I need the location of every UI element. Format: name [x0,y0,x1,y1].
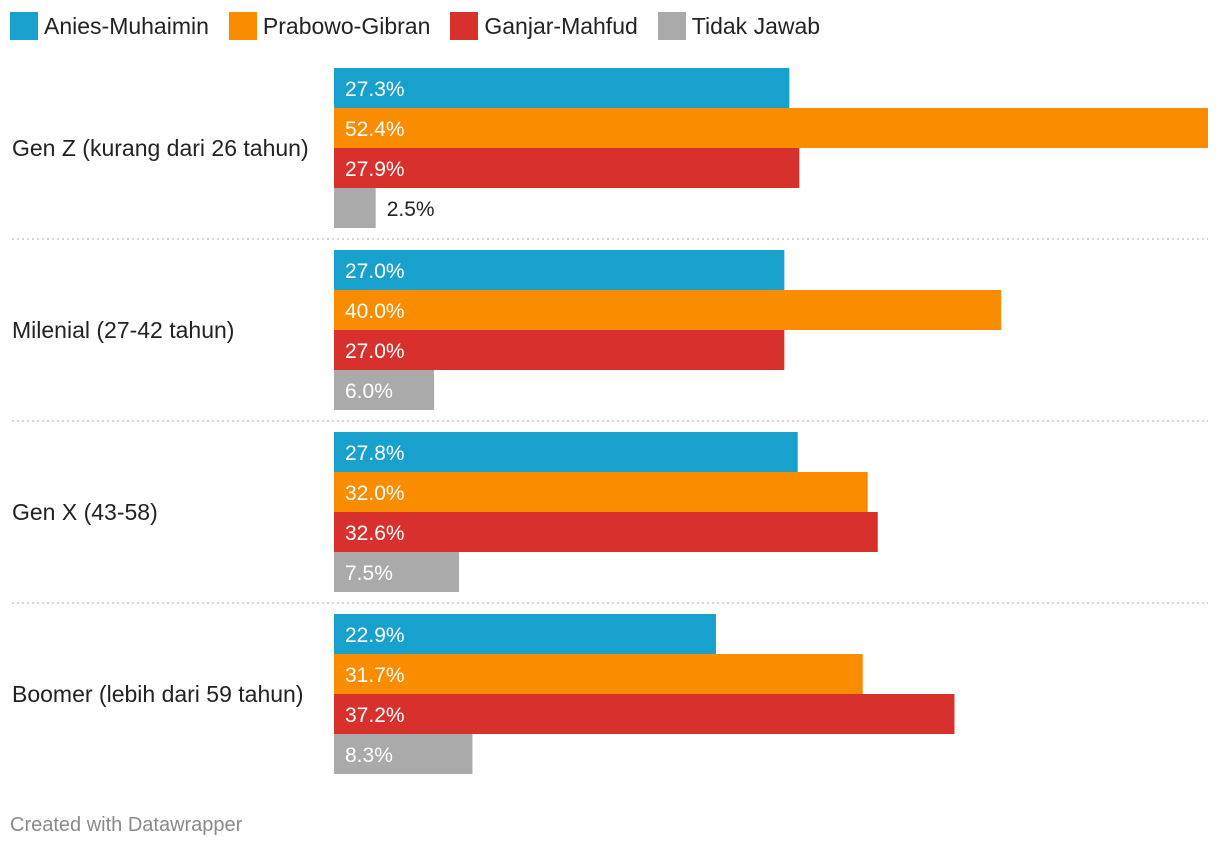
data-label: 7.5% [345,562,393,585]
bar [334,148,800,188]
data-label: 27.0% [345,260,405,283]
bar [334,250,785,290]
data-label: 2.5% [387,198,435,221]
category-label: Milenial (27-42 tahun) [12,317,234,343]
data-label: 27.3% [345,78,405,101]
chart-legend: Anies-Muhaimin Prabowo-Gibran Ganjar-Mahfu… [10,12,840,40]
data-label: 40.0% [345,300,405,323]
data-label: 8.3% [345,744,393,767]
bar [334,654,863,694]
bar [334,734,473,774]
bar [334,552,460,592]
data-label: 31.7% [345,664,405,687]
bar [334,188,376,228]
legend-swatch [657,12,686,40]
bar [334,370,435,410]
legend-label: Anies-Muhaimin [44,12,209,39]
bar [334,330,785,370]
data-label: 27.9% [345,158,405,181]
bar [334,290,1002,330]
data-label: 27.0% [345,340,405,363]
legend-label: Ganjar-Mahfud [484,12,638,39]
legend-item-3: Tidak Jawab [657,12,821,40]
legend-swatch [10,12,38,40]
legend-label: Tidak Jawab [691,12,821,39]
data-label: 32.6% [345,522,405,545]
legend-item-2: Ganjar-Mahfud [450,12,638,40]
data-label: 37.2% [345,704,405,727]
category-label: Gen Z (kurang dari 26 tahun) [12,135,309,161]
bar [334,472,868,512]
legend-swatch [450,12,479,40]
data-label: 52.4% [345,118,405,141]
data-label: 27.8% [345,442,405,465]
footer-credit: Created with Datawrapper [10,814,243,836]
category-label: Gen X (43-58) [12,499,158,525]
bar [334,108,1208,148]
bar [334,614,716,654]
data-label: 32.0% [345,482,405,505]
bar [334,432,798,472]
legend-item-1: Prabowo-Gibran [228,12,431,40]
bar [334,512,878,552]
data-label: 22.9% [345,624,405,647]
legend-label: Prabowo-Gibran [262,12,431,39]
data-label: 6.0% [345,380,393,403]
legend-item-0: Anies-Muhaimin [10,12,209,40]
category-label: Boomer (lebih dari 59 tahun) [12,681,304,707]
legend-swatch [228,12,257,40]
bar [334,694,955,734]
bar [334,68,790,108]
